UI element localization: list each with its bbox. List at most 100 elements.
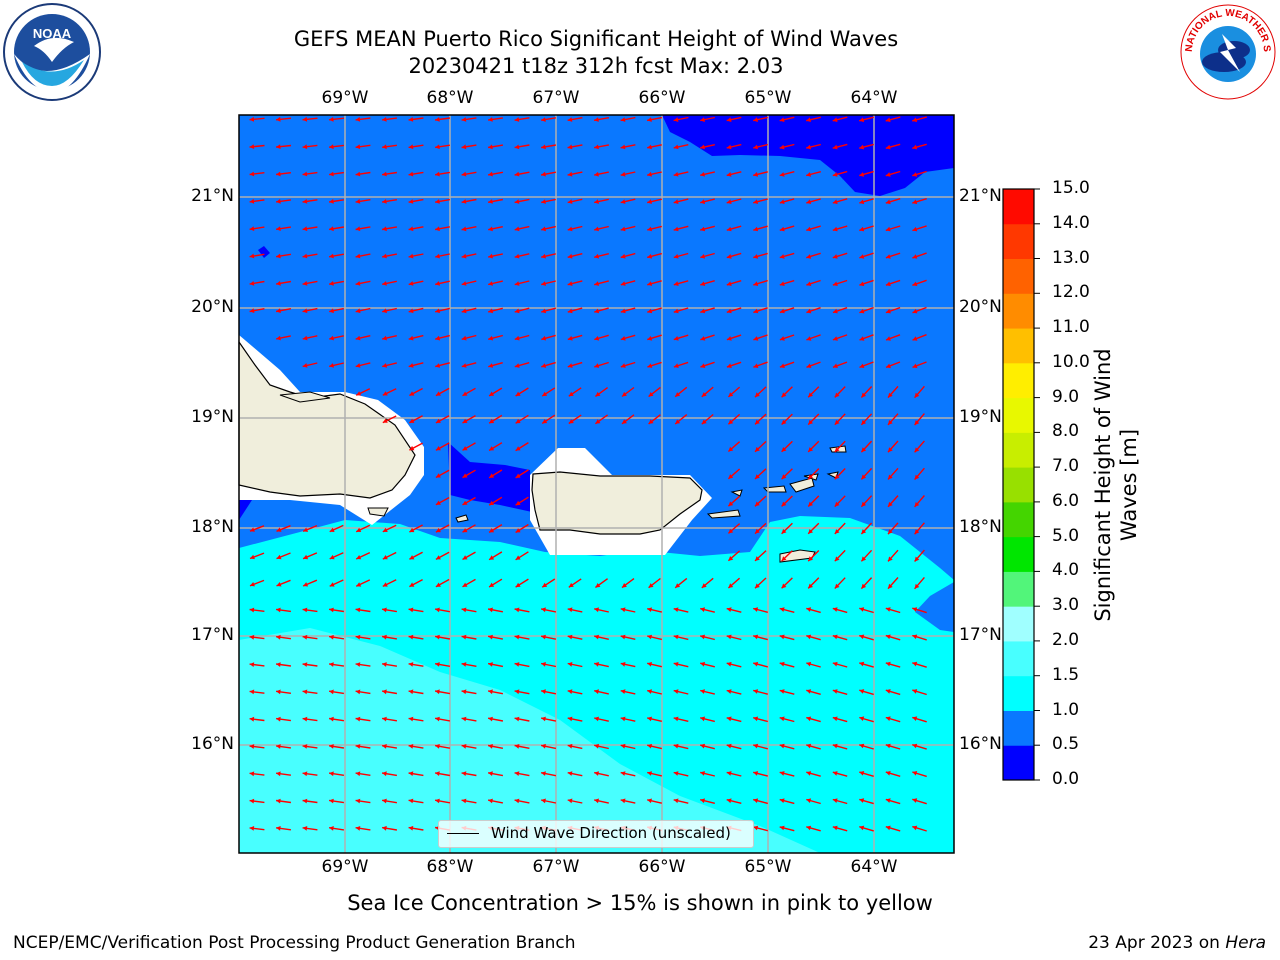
wave-arrow-head [408, 226, 414, 232]
wave-arrow-head [276, 226, 281, 231]
wave-arrow-head [808, 583, 813, 589]
wave-arrow-head [461, 199, 467, 204]
wave-arrow-head [515, 582, 521, 588]
wave-arrow-head [408, 771, 414, 776]
legend-line-swatch [447, 833, 479, 834]
wave-arrow-head [675, 419, 681, 424]
wave-arrow-head [409, 391, 415, 396]
wave-arrow-head [755, 501, 760, 507]
wave-arrow-head [885, 634, 891, 640]
wave-arrow-head [914, 474, 920, 480]
wave-arrow-head [355, 308, 361, 314]
wave-arrow-head [435, 662, 440, 667]
wave-arrow-head [382, 363, 388, 368]
wave-arrow-head [647, 308, 653, 314]
wave-arrow-head [834, 583, 840, 589]
wave-arrow-head [594, 743, 599, 749]
wave-arrow-head [753, 661, 759, 667]
wave-arrow-head [382, 634, 387, 640]
wave-arrow-head [700, 199, 706, 204]
lat-tick-label: 18°N [959, 517, 1002, 537]
wave-arrow-head [514, 634, 520, 640]
wave-arrow-head [542, 391, 548, 397]
wave-arrow-head [859, 226, 865, 232]
wave-arrow-head [541, 199, 546, 204]
wave-arrow-head [435, 634, 440, 640]
wave-arrow-head [728, 392, 734, 397]
colorbar-tick-label: 5.0 [1052, 525, 1080, 546]
colorbar-title-line1: Significant Height of Wind [1091, 348, 1115, 622]
wave-arrow-head [726, 281, 732, 286]
lon-tick-label: 66°W [638, 857, 686, 877]
wave-arrow-head [806, 144, 812, 150]
wave-arrow-head [302, 744, 308, 749]
colorbar-segment [1003, 397, 1034, 433]
wave-arrow-head [781, 392, 787, 398]
colorbar-segment [1003, 432, 1034, 468]
wave-arrow-head [779, 825, 785, 831]
wave-arrow-head [885, 172, 891, 177]
wave-arrow-head [861, 529, 867, 534]
wave-arrow-head [700, 716, 705, 722]
wave-arrow-head [249, 744, 255, 749]
wave-arrow-head [806, 716, 812, 722]
wave-arrow-head [861, 556, 867, 562]
wave-arrow-head [249, 253, 255, 259]
wave-arrow-head [888, 556, 893, 562]
wave-arrow-head [834, 447, 840, 452]
wave-arrow-head [514, 716, 520, 722]
wave-arrow-head [620, 689, 626, 694]
wave-arrow-head [647, 634, 652, 640]
wave-arrow-head [647, 336, 653, 341]
wave-arrow-head [435, 308, 440, 314]
wave-arrow-head [859, 798, 865, 803]
wave-arrow-head [781, 556, 787, 561]
wave-arrow-head [673, 689, 679, 694]
wave-arrow-head [408, 335, 414, 341]
wave-arrow-head [594, 771, 599, 776]
wave-arrow-head [408, 171, 414, 177]
wave-arrow-head [568, 391, 574, 397]
wave-arrow-head [806, 226, 812, 232]
land-virgin-gorda [826, 471, 839, 479]
wave-arrow-head [276, 607, 281, 613]
wave-arrow-head [753, 771, 759, 776]
wave-arrow-head [914, 502, 920, 507]
map-content [238, 114, 955, 854]
wave-arrow-head [461, 363, 467, 368]
wave-arrow-head [302, 716, 308, 722]
wave-arrow-head [276, 281, 281, 286]
footer-credit: NCEP/EMC/Verification Post Processing Pr… [13, 933, 576, 953]
lat-tick-label: 19°N [959, 407, 1002, 427]
wave-arrow-head [885, 716, 891, 721]
land-hispaniola [238, 340, 416, 499]
wave-arrow-head [647, 254, 653, 259]
wave-arrow-head [488, 308, 494, 314]
wave-arrow-head [779, 661, 785, 667]
wave-arrow-head [594, 336, 600, 341]
wave-arrow-head [859, 336, 865, 341]
wave-arrow-head [514, 199, 520, 204]
wave-arrow-head [700, 798, 705, 804]
wave-arrow-head [781, 474, 787, 480]
wave-arrow-head [859, 743, 865, 749]
wave-arrow-head [461, 144, 467, 150]
wave-arrow-head [302, 771, 308, 777]
wave-arrow-head [726, 308, 732, 314]
wave-arrow-head [806, 689, 812, 694]
wave-arrow-head [514, 171, 520, 177]
wave-arrow-head [567, 771, 573, 776]
wave-arrow-head [542, 582, 548, 588]
wave-arrow-head [781, 501, 787, 507]
wave-arrow-head [832, 661, 838, 667]
wave-arrow-head [514, 308, 520, 314]
wave-arrow-head [648, 583, 654, 588]
wave-arrow-head [382, 391, 388, 396]
wave-arrow-head [382, 555, 388, 560]
wave-arrow-head [514, 798, 520, 804]
wave-arrow-head [567, 308, 573, 314]
colorbar-tick-label: 1.0 [1052, 699, 1080, 720]
lon-tick-label: 65°W [744, 857, 792, 877]
colorbar-tick-label: 7.0 [1052, 456, 1080, 477]
wave-arrow-head [726, 634, 732, 640]
